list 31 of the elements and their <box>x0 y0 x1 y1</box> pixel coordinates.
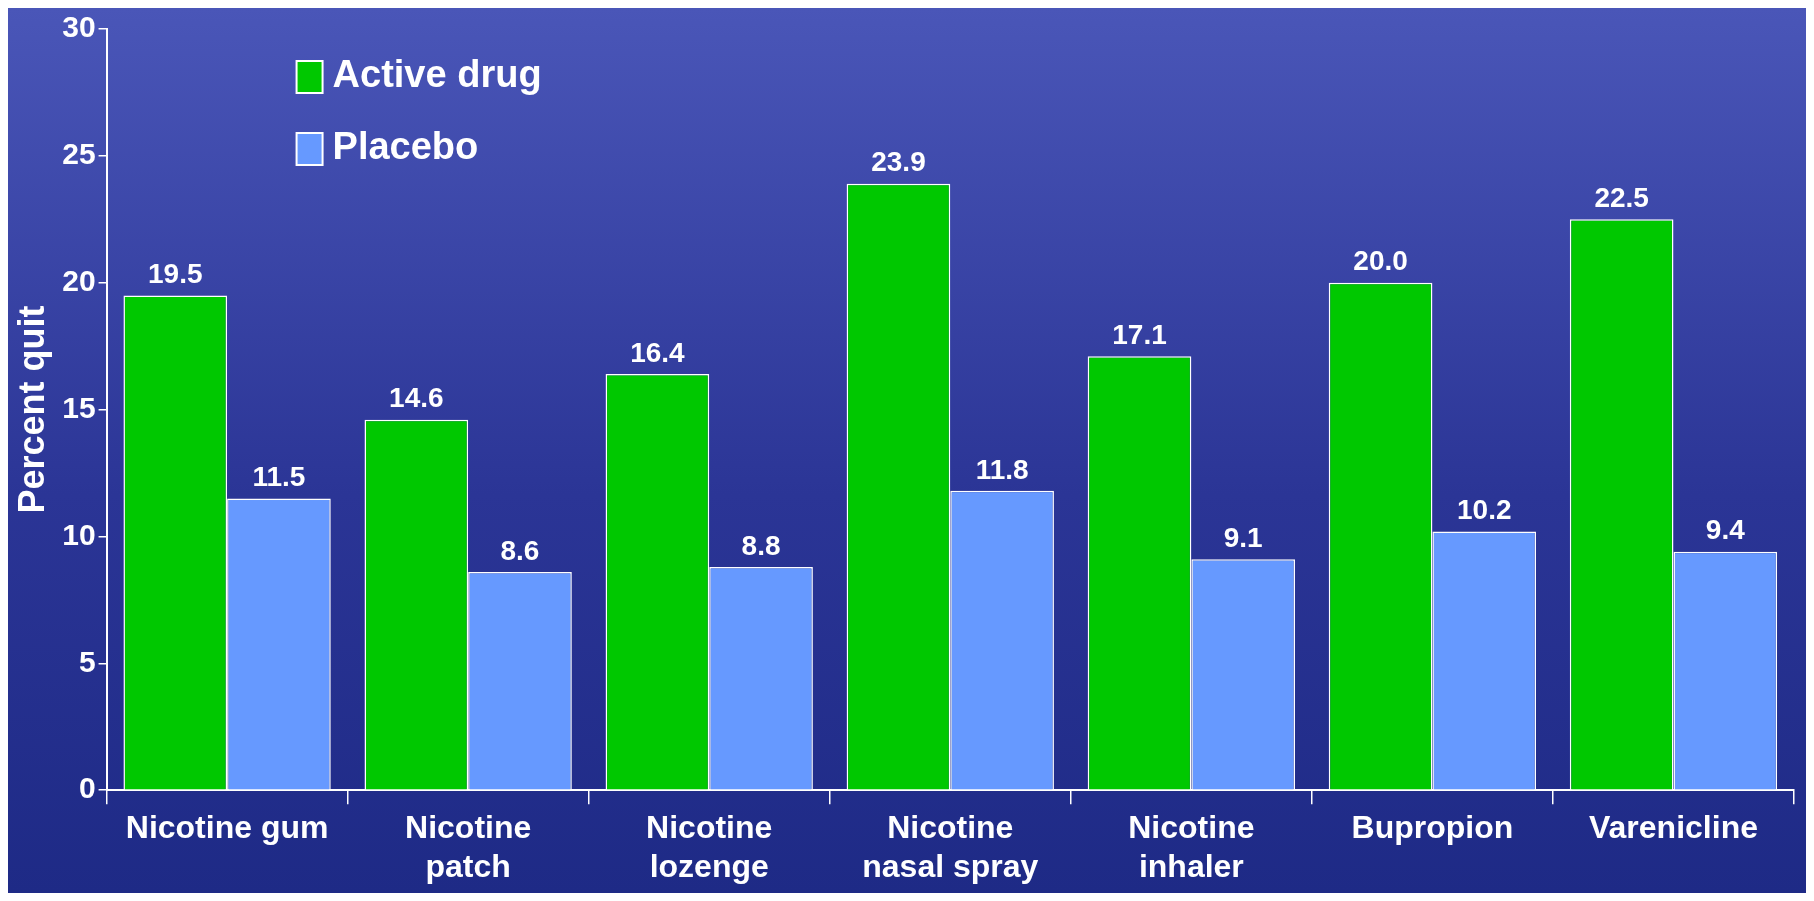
y-tick-label: 25 <box>62 137 96 171</box>
y-tick-label: 20 <box>62 264 96 297</box>
data-label: 23.9 <box>871 146 926 178</box>
x-tick-label: Bupropion <box>1351 809 1514 846</box>
data-label: 17.1 <box>1112 319 1167 351</box>
y-tick-label: 0 <box>78 771 96 805</box>
x-tick-label: Nicotine patch <box>405 809 532 884</box>
x-tick-label: Varenicline <box>1588 809 1758 846</box>
x-tick-label: Nicotine lozenge <box>646 809 773 884</box>
y-axis-title: Percent quit <box>10 305 52 514</box>
x-tick-label: Nicotine gum <box>125 809 329 846</box>
y-tick-label: 10 <box>62 517 96 551</box>
y-tick-label: 30 <box>62 10 96 44</box>
legend-label: Active drug <box>332 53 542 96</box>
data-label: 14.6 <box>389 382 444 414</box>
data-label: 9.1 <box>1223 522 1263 554</box>
data-label: 19.5 <box>148 258 203 290</box>
data-label: 16.4 <box>630 336 686 368</box>
data-label: 9.4 <box>1705 514 1746 546</box>
y-tick-label: 5 <box>78 644 96 678</box>
data-label: 8.6 <box>500 534 540 566</box>
data-label: 11.8 <box>975 453 1029 485</box>
x-tick-label: Nicotine nasal spray <box>862 809 1039 884</box>
data-label: 10.2 <box>1456 494 1512 526</box>
y-tick-label: 15 <box>62 390 96 424</box>
data-label: 11.5 <box>252 461 306 493</box>
legend-label: Placebo <box>332 125 479 168</box>
data-label: 8.8 <box>741 529 781 561</box>
data-label: 20.0 <box>1353 245 1408 277</box>
x-tick-label: Nicotine inhaler <box>1128 809 1255 884</box>
data-label: 22.5 <box>1594 182 1649 214</box>
